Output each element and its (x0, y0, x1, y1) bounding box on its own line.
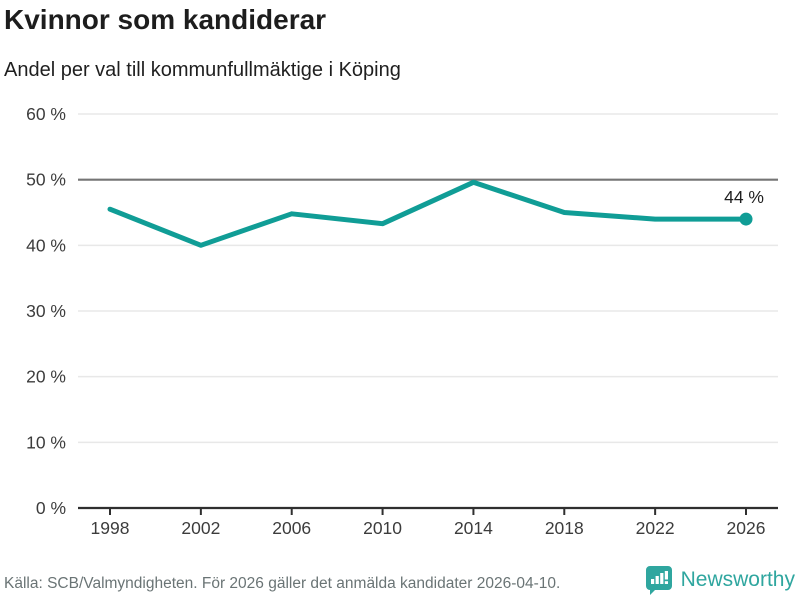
x-axis-label: 2006 (272, 518, 311, 538)
x-axis-label: 2026 (727, 518, 766, 538)
y-axis-label: 0 % (36, 498, 66, 518)
x-axis-label: 2010 (363, 518, 402, 538)
source-note: Källa: SCB/Valmyndigheten. För 2026 gäll… (4, 575, 561, 592)
x-axis-label: 1998 (91, 518, 130, 538)
end-point-dot (739, 212, 753, 226)
y-axis-label: 30 % (26, 301, 66, 321)
y-axis-label: 10 % (26, 432, 66, 452)
last-value-annotation: 44 % (724, 187, 764, 207)
y-axis-label: 50 % (26, 170, 66, 190)
series-line (107, 179, 749, 248)
newsworthy-brand-text: Newsworthy (680, 568, 795, 591)
chart-subtitle: Andel per val till kommunfullmäktige i K… (4, 59, 401, 81)
page-title: Kvinnor som kandiderar (4, 4, 327, 35)
newsworthy-brand: Newsworthy (645, 565, 795, 595)
x-axis-label: 2002 (181, 518, 220, 538)
x-axis-label: 2014 (454, 518, 493, 538)
newsworthy-logo-icon (645, 566, 672, 595)
y-axis-label: 60 % (26, 104, 66, 124)
x-axis-label: 2018 (545, 518, 584, 538)
y-axis-label: 40 % (26, 235, 66, 255)
y-axis-label: 20 % (26, 367, 66, 387)
x-axis-label: 2022 (636, 518, 675, 538)
chart-footer: Källa: SCB/Valmyndigheten. För 2026 gäll… (0, 563, 800, 600)
